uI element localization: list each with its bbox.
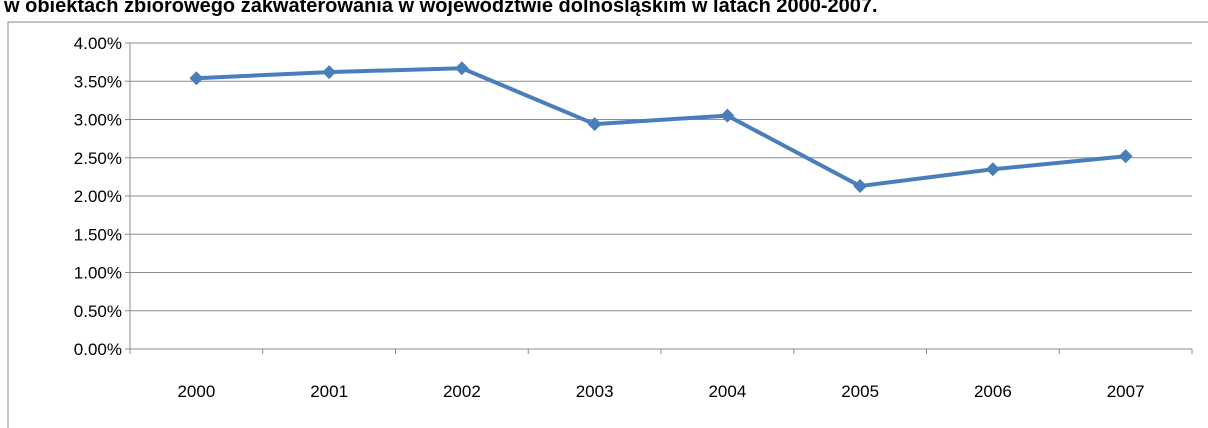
y-tick-label: 3.50% [74, 72, 122, 91]
x-tick-label: 2001 [310, 382, 348, 401]
x-tick-label: 2006 [974, 382, 1012, 401]
x-tick-label: 2005 [841, 382, 879, 401]
data-point [720, 108, 735, 123]
chart-frame [7, 21, 1208, 428]
x-tick-label: 2007 [1107, 382, 1145, 401]
data-point [985, 162, 1000, 177]
data-line [196, 66, 1126, 189]
y-tick-label: 1.50% [74, 225, 122, 244]
y-tick-label: 2.50% [74, 149, 122, 168]
data-point [587, 117, 602, 132]
x-tick-label: 2004 [708, 382, 746, 401]
data-point [189, 71, 204, 86]
data-point [853, 179, 868, 194]
chart-title: w obiektach zbiorowego zakwaterowania w … [3, 0, 878, 17]
y-tick-label: 4.00% [74, 34, 122, 53]
y-tick-label: 2.00% [74, 187, 122, 206]
y-tick-label: 1.00% [74, 264, 122, 283]
x-tick-label: 2003 [576, 382, 614, 401]
x-tick-label: 2002 [443, 382, 481, 401]
data-point [454, 61, 469, 76]
x-tick-label: 2000 [177, 382, 215, 401]
y-tick-label: 0.50% [74, 302, 122, 321]
y-tick-label: 3.00% [74, 111, 122, 130]
data-point [322, 65, 337, 80]
data-point [1118, 149, 1133, 164]
y-tick-label: 0.00% [74, 340, 122, 359]
